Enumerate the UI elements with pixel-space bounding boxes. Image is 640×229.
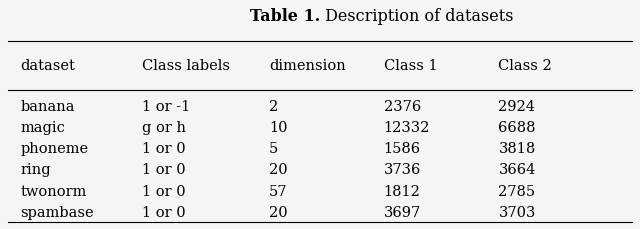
Text: 1812: 1812 [384,184,420,198]
Text: 20: 20 [269,205,287,219]
Text: 2: 2 [269,100,278,114]
Text: Class 1: Class 1 [384,59,437,73]
Text: twonorm: twonorm [20,184,87,198]
Text: banana: banana [20,100,75,114]
Text: magic: magic [20,121,65,135]
Text: g or h: g or h [141,121,186,135]
Text: 10: 10 [269,121,287,135]
Text: 3703: 3703 [499,205,536,219]
Text: 1 or 0: 1 or 0 [141,205,185,219]
Text: phoneme: phoneme [20,142,88,156]
Text: 20: 20 [269,163,287,177]
Text: 57: 57 [269,184,287,198]
Text: 1 or -1: 1 or -1 [141,100,190,114]
Text: 1 or 0: 1 or 0 [141,163,185,177]
Text: 5: 5 [269,142,278,156]
Text: 2785: 2785 [499,184,536,198]
Text: Description of datasets: Description of datasets [320,8,513,25]
Text: 1 or 0: 1 or 0 [141,142,185,156]
Text: 1586: 1586 [384,142,421,156]
Text: 3736: 3736 [384,163,421,177]
Text: 3818: 3818 [499,142,536,156]
Text: 2924: 2924 [499,100,536,114]
Text: 1 or 0: 1 or 0 [141,184,185,198]
Text: Class labels: Class labels [141,59,230,73]
Text: 3697: 3697 [384,205,421,219]
Text: spambase: spambase [20,205,94,219]
Text: Table 1.: Table 1. [250,8,320,25]
Text: 2376: 2376 [384,100,421,114]
Text: Class 2: Class 2 [499,59,552,73]
Text: dataset: dataset [20,59,76,73]
Text: 6688: 6688 [499,121,536,135]
Text: 3664: 3664 [499,163,536,177]
Text: ring: ring [20,163,51,177]
Text: dimension: dimension [269,59,346,73]
Text: 12332: 12332 [384,121,430,135]
